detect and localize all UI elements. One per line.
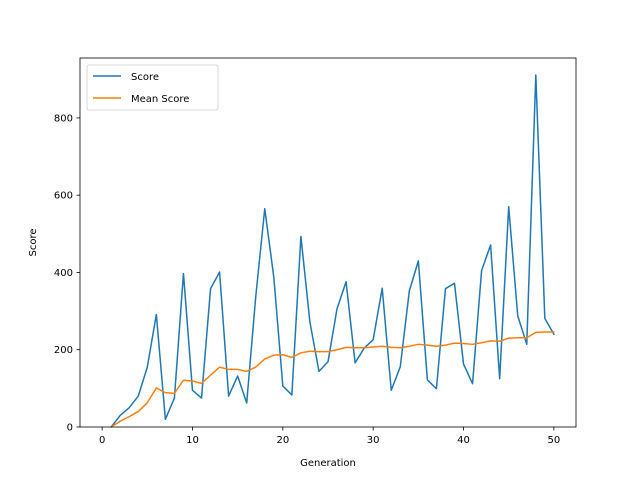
axes-layer: 0 10 20 30 40 50 0 200 400 600 800 bbox=[54, 57, 577, 446]
y-axis-label: Score bbox=[28, 228, 39, 256]
y-tick-label: 800 bbox=[54, 113, 73, 124]
x-axis-label: Generation bbox=[300, 458, 356, 469]
x-tick-label: 10 bbox=[186, 435, 199, 446]
y-tick-label: 400 bbox=[54, 268, 73, 279]
x-tick-label: 40 bbox=[457, 435, 470, 446]
series-layer bbox=[110, 74, 555, 429]
y-tick-label: 200 bbox=[54, 345, 73, 356]
series-line-mean-score bbox=[110, 331, 555, 429]
x-tick-label: 50 bbox=[547, 435, 560, 446]
y-tick-label: 0 bbox=[67, 423, 73, 434]
series-line-score bbox=[110, 74, 555, 429]
x-tick-label: 20 bbox=[276, 435, 289, 446]
x-tick-label: 0 bbox=[99, 435, 105, 446]
y-tick-label: 600 bbox=[54, 191, 73, 202]
plot-area bbox=[80, 58, 576, 427]
axes-frame bbox=[79, 57, 577, 428]
legend-label: Mean Score bbox=[131, 94, 189, 105]
legend-label: Score bbox=[131, 72, 159, 83]
legend: Score Mean Score bbox=[86, 64, 219, 111]
x-tick-label: 30 bbox=[367, 435, 380, 446]
